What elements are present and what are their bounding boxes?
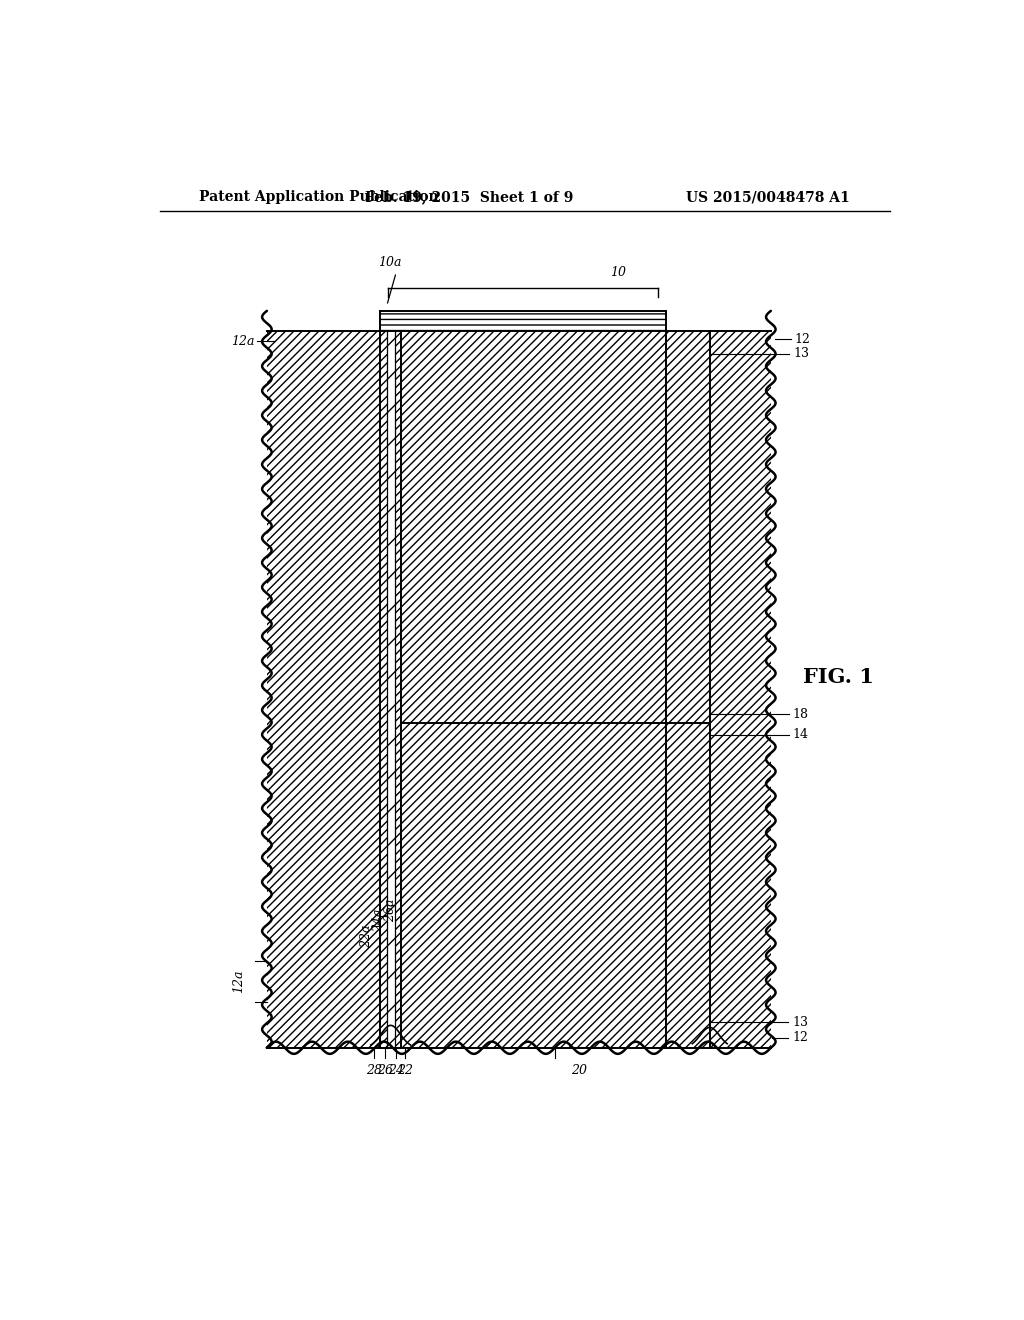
Text: US 2015/0048478 A1: US 2015/0048478 A1 <box>686 190 850 205</box>
Text: 24a: 24a <box>373 909 385 932</box>
Text: 22: 22 <box>397 1064 413 1077</box>
Text: 24: 24 <box>388 1064 404 1077</box>
Bar <box>401 331 666 1048</box>
Text: 26a: 26a <box>384 899 397 923</box>
Bar <box>380 312 666 331</box>
Text: 28: 28 <box>366 1064 382 1077</box>
Bar <box>666 331 710 1048</box>
Bar <box>387 331 394 1048</box>
Text: 13: 13 <box>793 347 809 360</box>
Text: Feb. 19, 2015  Sheet 1 of 9: Feb. 19, 2015 Sheet 1 of 9 <box>366 190 573 205</box>
Text: 26: 26 <box>377 1064 393 1077</box>
Text: 20: 20 <box>571 1064 587 1077</box>
Text: 12: 12 <box>795 333 811 346</box>
Text: 14: 14 <box>793 729 808 742</box>
Bar <box>380 331 387 1048</box>
Text: FIG. 1: FIG. 1 <box>803 667 873 686</box>
Bar <box>267 331 380 1048</box>
Text: 18: 18 <box>793 708 808 721</box>
Text: 10: 10 <box>610 265 626 279</box>
Bar <box>710 331 771 1048</box>
Text: 22a: 22a <box>359 924 373 948</box>
Text: 12: 12 <box>793 1031 808 1044</box>
Bar <box>394 331 401 1048</box>
Text: 10a: 10a <box>378 256 401 268</box>
Text: Patent Application Publication: Patent Application Publication <box>200 190 439 205</box>
Text: 13: 13 <box>793 1016 808 1028</box>
Text: 12a: 12a <box>231 335 255 348</box>
Text: 12a: 12a <box>232 970 246 994</box>
